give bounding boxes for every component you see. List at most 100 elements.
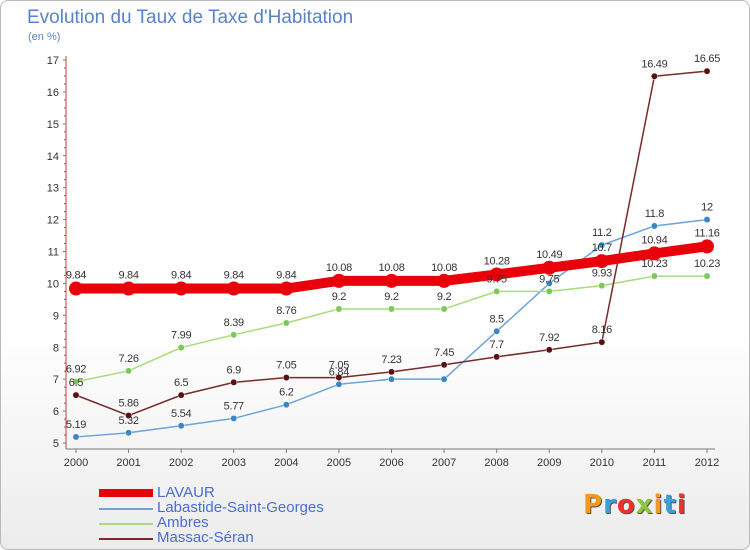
y-tick-label: 8 <box>53 342 59 354</box>
data-label: 7.05 <box>276 360 296 372</box>
data-label: 9.84 <box>224 270 244 282</box>
x-tick-label: 2009 <box>537 457 561 469</box>
data-point <box>545 279 553 287</box>
data-label: 5.32 <box>118 415 138 427</box>
data-point <box>388 368 395 376</box>
data-point <box>703 67 711 75</box>
data-label: 10.49 <box>536 249 562 261</box>
y-tick-label: 11 <box>48 247 59 259</box>
data-point <box>440 361 448 369</box>
data-label: 7.05 <box>329 360 349 372</box>
x-tick-label: 2001 <box>116 457 140 469</box>
data-label: 16.49 <box>641 58 667 70</box>
data-label: 6.5 <box>174 377 189 389</box>
x-tick-label: 2011 <box>643 457 667 469</box>
data-label: 10.08 <box>431 262 457 274</box>
y-tick-label: 14 <box>47 151 59 163</box>
y-tick-label: 12 <box>47 215 59 227</box>
data-point <box>703 216 711 224</box>
x-tick-label: 2002 <box>169 457 193 469</box>
y-tick-label: 15 <box>47 119 59 131</box>
data-point <box>230 378 238 386</box>
data-point <box>388 375 395 383</box>
data-point <box>177 422 185 430</box>
data-label: 9.93 <box>592 268 612 280</box>
x-tick-label: 2000 <box>64 457 88 469</box>
data-label: 6.5 <box>69 377 84 389</box>
data-label: 7.26 <box>118 353 138 365</box>
data-label: 9.84 <box>276 270 296 282</box>
data-label: 10.23 <box>694 258 720 270</box>
data-label: 5.54 <box>171 408 191 420</box>
data-point <box>700 239 714 254</box>
data-point <box>230 414 238 422</box>
y-tick-label: 6 <box>53 406 59 418</box>
series-line-1 <box>75 218 708 438</box>
legend-label: Massac-Séran <box>157 529 254 546</box>
y-tick-label: 16 <box>47 87 59 99</box>
data-label: 10.08 <box>326 262 352 274</box>
chart-unit: (en %) <box>28 31 61 43</box>
y-tick-label: 17 <box>47 55 59 67</box>
data-label: 7.45 <box>434 347 454 359</box>
y-tick-label: 10 <box>47 278 59 290</box>
data-point <box>226 281 241 296</box>
data-label: 16.65 <box>694 53 720 65</box>
data-point <box>331 273 346 288</box>
data-point <box>177 344 185 352</box>
data-point <box>72 391 80 399</box>
data-point <box>230 331 238 339</box>
data-point <box>335 380 343 388</box>
data-point <box>174 281 189 296</box>
legend-item: LAVAUR <box>99 484 399 503</box>
legend-swatch <box>99 538 153 540</box>
legend-item: Massac-Séran <box>99 529 399 548</box>
data-label: 10.94 <box>641 234 667 246</box>
data-label: 7.7 <box>489 339 504 351</box>
data-label: 7.99 <box>171 330 191 342</box>
data-point <box>282 319 290 327</box>
data-label: 6.9 <box>227 364 242 376</box>
x-tick-label: 2008 <box>484 457 508 469</box>
y-tick-label: 5 <box>53 438 59 450</box>
data-point <box>177 391 185 399</box>
data-point <box>125 412 133 420</box>
data-point <box>388 305 395 313</box>
data-label: 6.2 <box>279 387 294 399</box>
x-tick-label: 2003 <box>222 457 246 469</box>
legend-label: Ambres <box>157 514 209 531</box>
data-point <box>125 429 133 437</box>
x-tick-label: 2006 <box>379 457 403 469</box>
data-point <box>493 353 501 361</box>
data-point <box>545 287 553 295</box>
data-point <box>440 375 448 383</box>
data-label: 10.08 <box>378 262 404 274</box>
data-point <box>594 254 609 269</box>
data-point <box>650 272 658 280</box>
data-point <box>437 273 452 288</box>
y-tick-label: 7 <box>53 374 59 386</box>
data-point <box>703 272 711 280</box>
data-point <box>542 260 557 275</box>
data-label: 9.2 <box>384 291 399 303</box>
data-label: 5.19 <box>66 419 86 431</box>
data-label: 7.23 <box>381 354 401 366</box>
legend-swatch <box>99 508 153 510</box>
data-label: 11.16 <box>694 227 719 239</box>
data-label: 10.7 <box>592 242 612 254</box>
legend-label: LAVAUR <box>157 484 215 501</box>
data-label: 9.2 <box>437 291 452 303</box>
data-point <box>598 338 606 346</box>
data-point <box>598 241 606 249</box>
proxiti-logo: Proxiti <box>583 490 687 520</box>
data-point <box>282 401 290 409</box>
x-tick-label: 2004 <box>274 457 298 469</box>
data-point <box>125 367 133 375</box>
x-tick-label: 2005 <box>327 457 351 469</box>
legend-swatch <box>99 523 153 525</box>
data-label: 9.84 <box>66 270 86 282</box>
legend-item: Labastide-Saint-Georges <box>99 499 399 518</box>
legend-label: Labastide-Saint-Georges <box>157 499 324 516</box>
